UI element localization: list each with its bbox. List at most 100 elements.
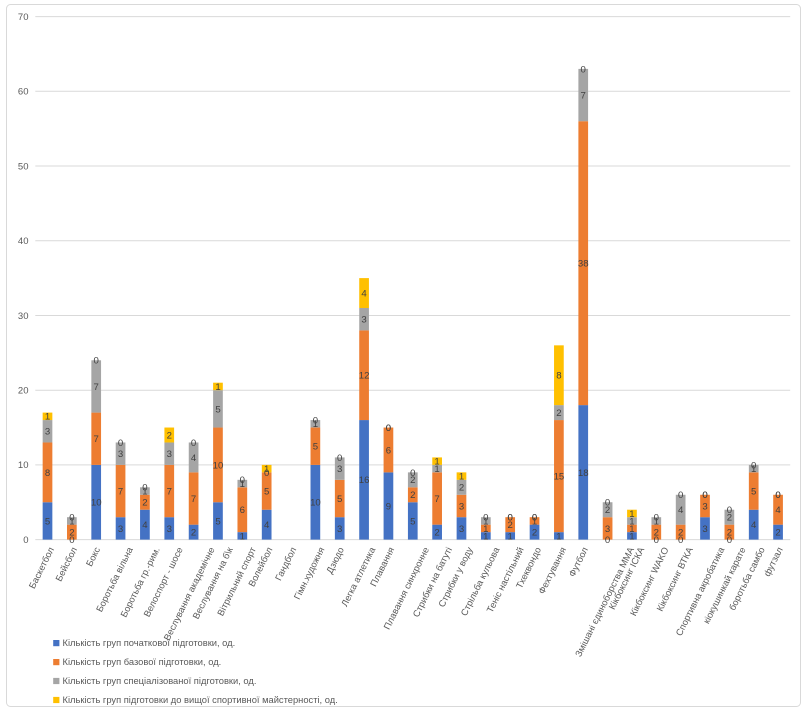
svg-text:6: 6 (240, 505, 245, 516)
svg-text:0: 0 (118, 438, 123, 449)
svg-text:5: 5 (313, 442, 318, 453)
svg-text:0: 0 (264, 468, 269, 479)
svg-text:1: 1 (629, 516, 634, 527)
svg-text:16: 16 (359, 475, 370, 486)
svg-text:0: 0 (386, 423, 391, 434)
svg-text:5: 5 (45, 516, 50, 527)
svg-text:0: 0 (605, 498, 610, 509)
svg-text:1: 1 (532, 516, 537, 527)
svg-text:10: 10 (91, 498, 102, 509)
svg-text:1: 1 (751, 464, 756, 475)
svg-text:1: 1 (45, 412, 50, 423)
svg-text:2: 2 (727, 513, 732, 524)
svg-text:3: 3 (361, 315, 366, 326)
svg-text:0: 0 (678, 490, 683, 501)
svg-text:7: 7 (581, 91, 586, 102)
svg-text:4: 4 (361, 288, 367, 299)
svg-text:2: 2 (678, 528, 683, 539)
svg-text:0: 0 (702, 490, 707, 501)
svg-text:3: 3 (337, 464, 342, 475)
svg-text:0: 0 (775, 490, 780, 501)
svg-text:1: 1 (629, 524, 634, 535)
svg-text:50: 50 (18, 161, 29, 172)
svg-text:1: 1 (629, 531, 634, 542)
svg-text:0: 0 (483, 513, 488, 524)
svg-text:9: 9 (386, 501, 391, 512)
svg-text:3: 3 (118, 524, 123, 535)
svg-text:0: 0 (727, 505, 732, 516)
svg-text:0: 0 (678, 535, 683, 546)
svg-text:5: 5 (337, 494, 342, 505)
svg-text:0: 0 (605, 535, 610, 546)
svg-text:8: 8 (556, 371, 561, 382)
svg-text:0: 0 (142, 483, 147, 494)
svg-text:0: 0 (508, 513, 513, 524)
svg-text:1: 1 (142, 486, 147, 497)
svg-text:0: 0 (313, 416, 318, 427)
svg-text:10: 10 (213, 460, 224, 471)
svg-text:1: 1 (240, 531, 245, 542)
svg-text:3: 3 (45, 427, 50, 438)
svg-text:2: 2 (142, 498, 147, 509)
svg-text:0: 0 (410, 468, 415, 479)
svg-text:3: 3 (702, 524, 707, 535)
svg-text:2: 2 (191, 528, 196, 539)
svg-text:1: 1 (654, 516, 659, 527)
svg-text:7: 7 (434, 494, 439, 505)
svg-text:3: 3 (605, 524, 610, 535)
svg-text:8: 8 (45, 468, 50, 479)
svg-text:5: 5 (410, 516, 415, 527)
svg-text:0: 0 (386, 423, 391, 434)
svg-text:1: 1 (629, 509, 634, 520)
svg-text:3: 3 (702, 501, 707, 512)
svg-text:1: 1 (483, 524, 488, 535)
svg-text:0: 0 (69, 535, 74, 546)
svg-text:30: 30 (18, 311, 29, 322)
svg-text:70: 70 (18, 12, 29, 23)
svg-text:1: 1 (556, 531, 561, 542)
svg-text:0: 0 (337, 453, 342, 464)
svg-text:40: 40 (18, 236, 29, 247)
svg-text:1: 1 (69, 516, 74, 527)
svg-text:0: 0 (532, 513, 537, 524)
svg-text:Кількість груп базової підгото: Кількість груп базової підготовки, од. (63, 657, 222, 667)
svg-text:0: 0 (191, 438, 196, 449)
svg-text:1: 1 (264, 464, 269, 475)
svg-text:2: 2 (654, 528, 659, 539)
svg-text:2: 2 (69, 528, 74, 539)
svg-text:2: 2 (775, 528, 780, 539)
svg-text:0: 0 (775, 490, 780, 501)
svg-text:7: 7 (191, 494, 196, 505)
svg-text:7: 7 (94, 434, 99, 445)
svg-text:4: 4 (751, 520, 757, 531)
svg-text:1: 1 (215, 382, 220, 393)
svg-text:0: 0 (702, 490, 707, 501)
svg-text:7: 7 (167, 486, 172, 497)
svg-text:10: 10 (18, 460, 29, 471)
svg-text:Кількість груп підготовки до в: Кількість груп підготовки до вищої спорт… (63, 695, 338, 705)
svg-text:7: 7 (118, 486, 123, 497)
svg-text:2: 2 (605, 505, 610, 516)
svg-text:1: 1 (313, 419, 318, 430)
svg-text:3: 3 (118, 449, 123, 460)
svg-text:0: 0 (654, 513, 659, 524)
svg-text:2: 2 (434, 528, 439, 539)
svg-text:6: 6 (386, 445, 391, 456)
svg-text:0: 0 (727, 535, 732, 546)
svg-text:5: 5 (264, 486, 269, 497)
svg-text:2: 2 (508, 520, 513, 531)
svg-text:2: 2 (727, 528, 732, 539)
svg-text:2: 2 (556, 408, 561, 419)
svg-text:5: 5 (751, 486, 756, 497)
svg-text:1: 1 (459, 472, 464, 483)
svg-text:7: 7 (94, 382, 99, 393)
svg-text:3: 3 (337, 524, 342, 535)
svg-text:1: 1 (434, 457, 439, 468)
svg-text:4: 4 (264, 520, 270, 531)
svg-text:12: 12 (359, 371, 370, 382)
svg-text:4: 4 (142, 520, 148, 531)
svg-text:4: 4 (191, 453, 197, 464)
svg-text:20: 20 (18, 386, 29, 397)
svg-text:0: 0 (654, 535, 659, 546)
svg-text:0: 0 (508, 513, 513, 524)
